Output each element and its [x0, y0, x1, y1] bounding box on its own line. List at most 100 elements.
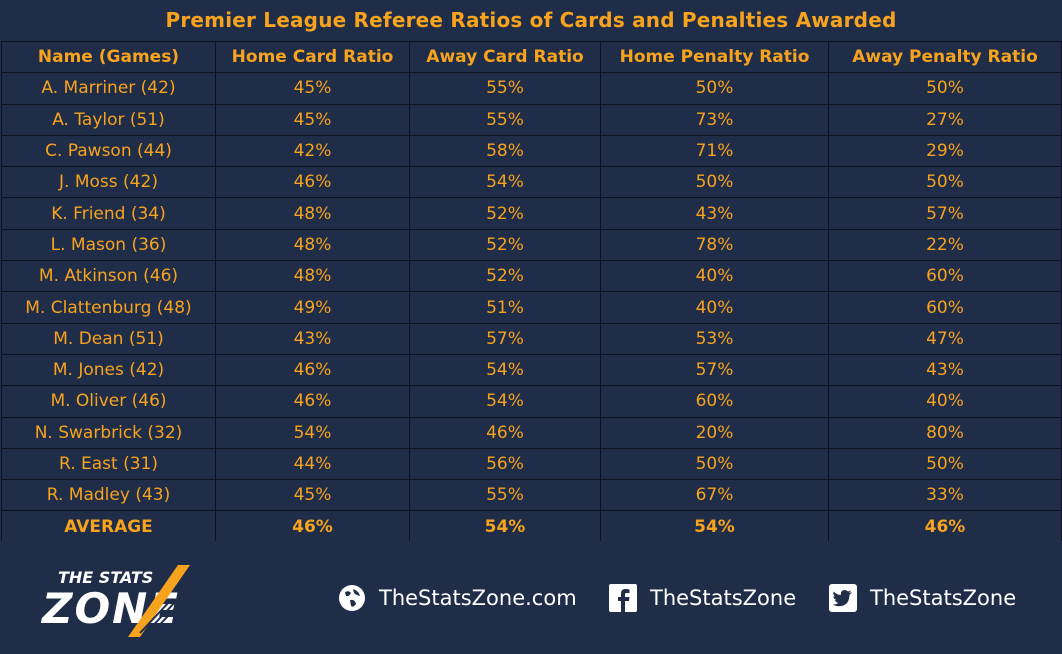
ratio-cell: 55%	[409, 479, 601, 512]
average-value-cell: 46%	[828, 510, 1062, 543]
average-value-cell: 46%	[215, 510, 410, 543]
referee-name-cell: M. Jones (42)	[1, 353, 216, 387]
table-body: A. Marriner (42) 45% 55% 50% 50% A. Taylor (5…	[1, 72, 1062, 543]
referee-name-cell: A. Marriner (42)	[1, 72, 216, 105]
facebook-link[interactable]: TheStatsZone	[608, 581, 796, 615]
column-header-3: Home Penalty Ratio	[600, 40, 829, 74]
table-row: M. Jones (42) 46% 54% 57% 43%	[1, 353, 1062, 387]
column-header-2: Away Card Ratio	[409, 40, 601, 74]
column-header-1: Home Card Ratio	[215, 40, 410, 74]
ratio-cell: 43%	[828, 353, 1062, 387]
referee-name-cell: M. Atkinson (46)	[1, 260, 216, 293]
ratio-cell: 33%	[828, 479, 1062, 512]
ratio-cell: 54%	[409, 166, 601, 199]
ratio-cell: 80%	[828, 416, 1062, 449]
ratio-cell: 46%	[215, 166, 410, 199]
referee-name-cell: M. Clattenburg (48)	[1, 291, 216, 324]
average-label-cell: AVERAGE	[1, 510, 216, 543]
referee-name-cell: K. Friend (34)	[1, 197, 216, 230]
ratio-cell: 43%	[600, 197, 829, 230]
logo-line1: THE STATS	[58, 568, 153, 587]
referee-table: Name (Games) Home Card Ratio Away Card Rat…	[1, 40, 1062, 543]
referee-name-cell: R. East (31)	[1, 447, 216, 481]
ratio-cell: 20%	[600, 416, 829, 449]
referee-name-cell: N. Swarbrick (32)	[1, 416, 216, 449]
twitter-link[interactable]: TheStatsZone	[828, 581, 1016, 615]
ratio-cell: 60%	[600, 385, 829, 418]
table-row: N. Swarbrick (32) 54% 46% 20% 80%	[1, 416, 1062, 449]
ratio-cell: 51%	[409, 291, 601, 324]
ratio-cell: 52%	[409, 260, 601, 293]
ratio-cell: 45%	[215, 72, 410, 105]
table-row: M. Dean (51) 43% 57% 53% 47%	[1, 322, 1062, 355]
facebook-icon	[609, 584, 637, 612]
average-value-cell: 54%	[409, 510, 601, 543]
referee-name-cell: M. Oliver (46)	[1, 385, 216, 418]
column-header-0: Name (Games)	[1, 40, 216, 74]
ratio-cell: 50%	[828, 166, 1062, 199]
chart-title: Premier League Referee Ratios of Cards a…	[165, 8, 897, 32]
ratio-cell: 60%	[828, 291, 1062, 324]
ratio-cell: 54%	[215, 416, 410, 449]
footer: THE STATS ZONE TheStatsZone.com TheStats…	[0, 541, 1062, 654]
ratio-cell: 50%	[600, 72, 829, 105]
ratio-cell: 52%	[409, 228, 601, 262]
ratio-cell: 67%	[600, 479, 829, 512]
ratio-cell: 57%	[828, 197, 1062, 230]
ratio-cell: 46%	[215, 353, 410, 387]
ratio-cell: 78%	[600, 228, 829, 262]
facebook-text: TheStatsZone	[650, 586, 797, 610]
ratio-cell: 52%	[409, 197, 601, 230]
ratio-cell: 57%	[600, 353, 829, 387]
ratio-cell: 55%	[409, 103, 601, 136]
ratio-cell: 54%	[409, 353, 601, 387]
ratio-cell: 48%	[215, 260, 410, 293]
ratio-cell: 44%	[215, 447, 410, 481]
website-text: TheStatsZone.com	[379, 586, 577, 610]
referee-name-cell: R. Madley (43)	[1, 479, 216, 512]
column-header-4: Away Penalty Ratio	[828, 40, 1062, 74]
ratio-cell: 42%	[215, 134, 410, 168]
ratio-cell: 50%	[600, 166, 829, 199]
ratio-cell: 71%	[600, 134, 829, 168]
referee-name-cell: L. Mason (36)	[1, 228, 216, 262]
ratio-cell: 50%	[828, 447, 1062, 481]
logo-swoosh	[128, 565, 190, 637]
referee-name-cell: J. Moss (42)	[1, 166, 216, 199]
table-row: R. East (31) 44% 56% 50% 50%	[1, 447, 1062, 481]
ratio-cell: 45%	[215, 103, 410, 136]
ratio-cell: 43%	[215, 322, 410, 355]
the-stats-zone-logo: THE STATS ZONE	[40, 565, 190, 637]
ratio-cell: 22%	[828, 228, 1062, 262]
table-row: L. Mason (36) 48% 52% 78% 22%	[1, 228, 1062, 262]
ratio-cell: 60%	[828, 260, 1062, 293]
ratio-cell: 73%	[600, 103, 829, 136]
website-link[interactable]: TheStatsZone.com	[337, 581, 577, 615]
table-row: C. Pawson (44) 42% 58% 71% 29%	[1, 134, 1062, 168]
ratio-cell: 27%	[828, 103, 1062, 136]
ratio-cell: 54%	[409, 385, 601, 418]
table-row: A. Taylor (51) 45% 55% 73% 27%	[1, 103, 1062, 136]
average-value-cell: 54%	[600, 510, 829, 543]
ratio-cell: 49%	[215, 291, 410, 324]
twitter-text: TheStatsZone	[870, 586, 1017, 610]
table-row: R. Madley (43) 45% 55% 67% 33%	[1, 479, 1062, 512]
ratio-cell: 47%	[828, 322, 1062, 355]
header-row: Name (Games) Home Card Ratio Away Card Rat…	[1, 40, 1062, 74]
referee-name-cell: M. Dean (51)	[1, 322, 216, 355]
table-row: M. Oliver (46) 46% 54% 60% 40%	[1, 385, 1062, 418]
ratio-cell: 58%	[409, 134, 601, 168]
globe-icon	[339, 585, 365, 611]
table-row: J. Moss (42) 46% 54% 50% 50%	[1, 166, 1062, 199]
ratio-cell: 45%	[215, 479, 410, 512]
ratio-cell: 40%	[600, 260, 829, 293]
ratio-cell: 57%	[409, 322, 601, 355]
ratio-cell: 40%	[600, 291, 829, 324]
ratio-cell: 56%	[409, 447, 601, 481]
ratio-cell: 29%	[828, 134, 1062, 168]
ratio-cell: 40%	[828, 385, 1062, 418]
ratio-cell: 46%	[215, 385, 410, 418]
ratio-cell: 50%	[600, 447, 829, 481]
logo-pitch-lines	[139, 600, 183, 634]
